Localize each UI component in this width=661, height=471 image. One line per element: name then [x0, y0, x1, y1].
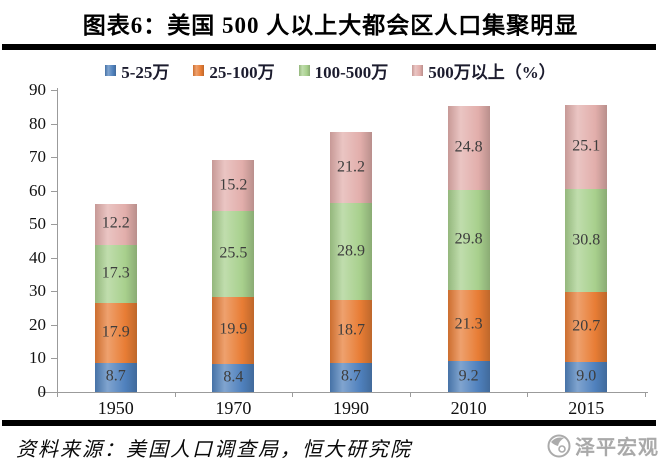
bar-segment: 17.3	[94, 244, 137, 303]
bar-segment: 25.1	[565, 104, 608, 189]
x-axis-tick	[409, 392, 411, 397]
legend-swatch-icon	[105, 65, 117, 76]
bar-segment-label: 8.7	[105, 368, 126, 386]
y-axis-tick	[51, 257, 57, 259]
legend-label: 500万以上（%）	[428, 63, 556, 82]
bar-segment: 8.4	[212, 363, 255, 392]
y-axis-tick	[51, 392, 57, 393]
legend-item: 5-25万	[105, 58, 169, 83]
bar-segment: 24.8	[447, 106, 490, 190]
bottom-divider	[2, 420, 656, 426]
chart-area: 0 10 20 30 40 50 60 70 80 90 8.7 17.9 17.3 12.2 1950 8.…	[0, 80, 661, 422]
y-tick-label: 70	[29, 147, 46, 167]
x-axis-line	[40, 392, 648, 393]
y-axis-tick	[51, 123, 57, 125]
bar-segment: 15.2	[212, 160, 255, 212]
bar-segment: 19.9	[212, 297, 255, 364]
bar-segment: 30.8	[565, 188, 608, 293]
bar-segment-label: 29.8	[454, 230, 483, 248]
top-divider	[2, 44, 656, 50]
y-tick-label: 20	[29, 314, 46, 334]
x-axis-tick	[292, 392, 294, 397]
y-axis-tick	[51, 358, 57, 360]
bar-segment-label: 20.7	[572, 317, 601, 335]
bar-segment: 25.5	[212, 211, 255, 298]
bar-segment-label: 21.3	[454, 316, 483, 334]
bar-segment: 8.7	[94, 362, 137, 392]
x-tick-label: 1950	[97, 398, 134, 418]
legend-item: 500万以上（%）	[412, 58, 556, 83]
legend-label: 5-25万	[121, 63, 170, 82]
bar-segment-label: 24.8	[454, 138, 483, 156]
y-tick-label: 90	[29, 80, 46, 99]
y-axis-tick	[51, 224, 57, 226]
y-axis-tick	[51, 90, 57, 91]
legend-swatch-icon	[298, 65, 310, 76]
bar-segment: 8.7	[330, 362, 372, 392]
legend-label: 25-100万	[209, 63, 275, 82]
legend-item: 100-500万	[298, 58, 389, 83]
bar-segment-label: 25.1	[572, 137, 601, 155]
y-tick-label: 80	[29, 113, 46, 133]
page-title: 图表6：美国 500 人以上大都会区人口集聚明显	[82, 13, 579, 38]
x-axis-tick	[527, 392, 529, 397]
x-tick-label: 1970	[215, 398, 252, 418]
bar-segment: 9.0	[565, 361, 608, 392]
bar-segment-label: 12.2	[101, 214, 130, 232]
x-tick-label: 1990	[333, 398, 369, 418]
y-tick-label: 60	[29, 180, 46, 200]
source-text: 资料来源：美国人口调查局，恒大研究院	[16, 439, 412, 461]
bar-segment-label: 19.9	[219, 321, 248, 339]
legend-item: 25-100万	[193, 58, 275, 83]
y-axis-line	[57, 88, 58, 392]
zeping-logo-icon	[546, 433, 572, 459]
bar-segment-label: 15.2	[219, 176, 248, 194]
y-axis-tick	[51, 157, 57, 159]
x-axis-tick	[57, 392, 58, 397]
legend-swatch-icon	[412, 65, 424, 76]
y-tick-label: 40	[29, 247, 46, 267]
y-tick-label: 50	[29, 214, 46, 234]
x-axis-tick	[645, 392, 646, 397]
y-tick-label: 0	[37, 382, 47, 401]
bar-segment: 17.9	[94, 302, 137, 363]
bar-segment-label: 9.0	[576, 367, 597, 385]
bar-segment-label: 9.2	[458, 367, 479, 385]
bar-segment: 21.2	[330, 131, 372, 204]
bar-segment-label: 25.5	[219, 244, 248, 262]
bar-segment-label: 28.9	[337, 242, 365, 260]
watermark-text: 泽平宏观	[575, 437, 659, 459]
y-tick-label: 10	[29, 348, 46, 368]
bar-segment: 18.7	[330, 300, 372, 363]
bar-segment: 20.7	[565, 292, 608, 362]
bar-segment-label: 8.7	[341, 368, 361, 386]
bar-segment: 29.8	[447, 189, 490, 290]
bar-segment: 9.2	[447, 361, 490, 392]
bar-segment-label: 17.9	[101, 323, 130, 341]
x-tick-label: 2015	[568, 398, 605, 418]
legend-swatch-icon	[193, 65, 205, 76]
bar-segment: 12.2	[94, 203, 137, 245]
bar-segment: 21.3	[447, 289, 490, 362]
x-axis-tick	[174, 392, 176, 397]
y-axis-tick	[51, 324, 57, 326]
y-axis-tick	[51, 190, 57, 192]
bar-segment-label: 17.3	[101, 264, 130, 282]
bar-segment-label: 8.4	[223, 368, 244, 386]
x-tick-label: 2010	[450, 398, 487, 418]
legend: 5-25万 25-100万 100-500万 500万以上（%）	[0, 58, 661, 83]
bar-segment: 28.9	[330, 203, 372, 301]
y-tick-label: 30	[29, 281, 46, 301]
bar-segment-label: 30.8	[572, 231, 601, 249]
legend-label: 100-500万	[314, 63, 389, 82]
zeping-watermark: 泽平宏观	[546, 431, 659, 460]
y-axis-tick	[51, 291, 57, 293]
bar-segment-label: 21.2	[337, 158, 365, 176]
bar-segment-label: 18.7	[337, 322, 365, 340]
